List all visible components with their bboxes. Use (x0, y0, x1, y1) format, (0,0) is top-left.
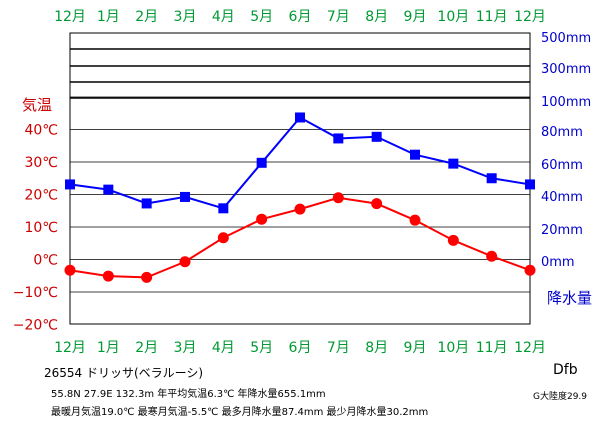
month-label-top: 1月 (97, 9, 120, 25)
temperature-point (256, 213, 268, 225)
precipitation-point (371, 131, 382, 142)
precipitation-tick-label: 300mm (541, 62, 591, 77)
temperature-point (141, 271, 153, 283)
precipitation-axis-label: 降水量 (547, 289, 592, 307)
month-label-top: 7月 (327, 9, 350, 25)
month-label-bottom: 10月 (437, 340, 469, 356)
month-label-top: 12月 (54, 9, 86, 25)
month-label-bottom: 2月 (135, 340, 158, 356)
temperature-point (294, 203, 306, 215)
month-label-top: 9月 (404, 9, 427, 25)
temperature-axis-label: 気温 (22, 96, 52, 114)
station-summary: 55.8N 27.9E 132.3m 年平均気温6.3℃ 年降水量655.1mm (51, 389, 326, 400)
temperature-point (217, 232, 229, 244)
precipitation-point (486, 173, 497, 184)
temperature-point (64, 264, 76, 276)
temperature-tick-label: −20℃ (13, 318, 58, 334)
precipitation-tick-label: 0mm (541, 255, 575, 270)
month-label-bottom: 12月 (514, 340, 546, 356)
precipitation-tick-label: 100mm (541, 95, 591, 110)
month-label-top: 5月 (250, 9, 273, 25)
temperature-point (179, 256, 191, 268)
month-label-bottom: 6月 (289, 340, 312, 356)
precipitation-point (525, 179, 535, 190)
month-label-top: 3月 (174, 9, 197, 25)
precipitation-point (333, 133, 344, 144)
plot-frame (69, 32, 531, 325)
station-title: 26554 ドリッサ(ベラルーシ) (44, 366, 204, 380)
month-label-bottom: 1月 (97, 340, 120, 356)
precipitation-point (218, 203, 229, 214)
month-label-bottom: 8月 (365, 340, 388, 356)
precipitation-tick-label: 60mm (541, 158, 583, 173)
climate-class: Dfb (553, 362, 578, 378)
temperature-tick-label: 20℃ (24, 188, 58, 204)
month-label-bottom: 12月 (54, 340, 86, 356)
month-label-bottom: 9月 (404, 340, 427, 356)
precipitation-point (295, 112, 305, 123)
temperature-tick-label: 10℃ (24, 220, 58, 236)
month-label-bottom: 11月 (476, 340, 508, 356)
temperature-point (102, 270, 114, 282)
precipitation-tick-label: 80mm (541, 125, 583, 140)
precipitation-point (256, 157, 267, 168)
temperature-point (486, 250, 498, 262)
month-label-top: 12月 (514, 9, 546, 25)
continentality-index: G大陸度29.9 (533, 392, 588, 402)
temperature-tick-label: 40℃ (24, 123, 58, 139)
month-label-bottom: 4月 (212, 340, 235, 356)
temperature-tick-label: −10℃ (13, 285, 58, 301)
precipitation-tick-label: 40mm (541, 190, 583, 205)
temperature-point (524, 264, 536, 276)
temperature-point (409, 214, 421, 226)
month-label-top: 10月 (437, 9, 469, 25)
month-label-top: 2月 (135, 9, 158, 25)
station-extremes: 最暖月気温19.0℃ 最寒月気温-5.5℃ 最多月降水量87.4mm 最少月降水… (51, 407, 429, 418)
precipitation-point (141, 198, 152, 209)
precipitation-point (103, 184, 114, 195)
month-label-top: 4月 (212, 9, 235, 25)
month-label-bottom: 7月 (327, 340, 350, 356)
month-label-bottom: 3月 (174, 340, 197, 356)
month-label-bottom: 5月 (250, 340, 273, 356)
precipitation-point (180, 191, 190, 202)
precipitation-point (65, 179, 75, 190)
temperature-tick-label: 0℃ (33, 253, 58, 269)
precipitation-point (448, 158, 459, 169)
precipitation-tick-label: 20mm (541, 223, 583, 238)
temperature-tick-label: 30℃ (24, 155, 58, 171)
temperature-point (447, 234, 459, 246)
precipitation-tick-label: 500mm (541, 31, 591, 46)
month-label-top: 11月 (476, 9, 508, 25)
precipitation-point (410, 149, 420, 160)
month-label-top: 8月 (365, 9, 388, 25)
month-label-top: 6月 (289, 9, 312, 25)
temperature-point (371, 198, 383, 210)
temperature-point (332, 192, 344, 204)
